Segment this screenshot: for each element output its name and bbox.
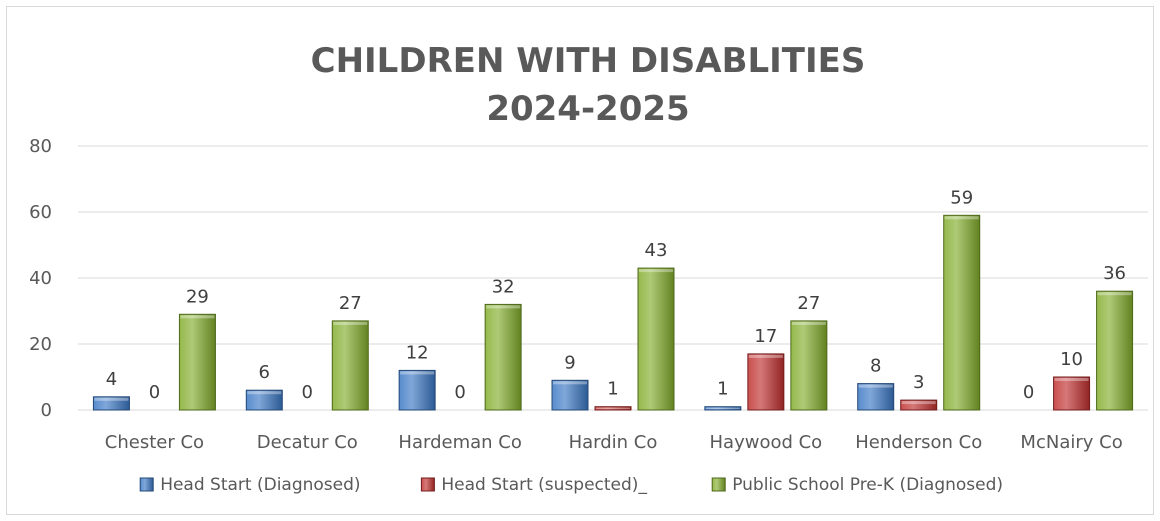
data-label: 9 — [564, 352, 575, 373]
legend-swatch — [139, 477, 154, 492]
bar-highlight — [486, 305, 521, 309]
bar — [747, 353, 785, 411]
data-label: 8 — [870, 356, 881, 377]
bar-highlight — [748, 354, 783, 358]
y-tick-label: 60 — [29, 202, 52, 223]
x-tick-label: Decatur Co — [257, 432, 358, 453]
data-label: 0 — [1023, 382, 1034, 403]
data-label: 0 — [302, 382, 313, 403]
y-tick-label: 0 — [41, 400, 52, 421]
legend-label: Head Start (suspected)_ — [441, 475, 647, 495]
data-label: 6 — [259, 362, 270, 383]
legend-swatch — [420, 477, 435, 492]
data-label: 1 — [607, 379, 618, 400]
x-tick-label: Hardin Co — [569, 432, 658, 453]
bar-highlight — [596, 407, 630, 409]
bar-highlight — [333, 321, 368, 325]
bar — [92, 396, 130, 411]
data-label: 1 — [717, 379, 728, 400]
bar-highlight — [944, 216, 979, 220]
bars — [92, 214, 1134, 411]
bar — [857, 383, 895, 411]
bar — [790, 320, 828, 411]
bar — [178, 313, 216, 411]
x-tick-label: Chester Co — [105, 432, 204, 453]
bar-highlight — [858, 384, 893, 388]
x-axis-ticks: Chester Co Decatur Co Hardeman Co Hardin Co… — [105, 432, 1123, 453]
data-label: 27 — [797, 293, 820, 314]
data-label: 12 — [406, 342, 429, 363]
y-axis-ticks: 0 20 40 60 80 — [29, 136, 52, 421]
legend-label: Public School Pre-K (Diagnosed) — [732, 475, 1003, 495]
bar — [245, 389, 283, 411]
bar — [637, 267, 675, 411]
bar-highlight — [639, 269, 673, 273]
bar — [594, 406, 632, 411]
bar-highlight — [705, 407, 740, 409]
data-label: 3 — [913, 372, 924, 393]
data-labels: 4 0 29 6 0 27 12 0 32 9 1 43 1 17 27 8 3 59 0 10 36 — [106, 187, 1126, 403]
chart-title-line-1: CHILDREN WITH DISABLITIES — [311, 41, 866, 81]
legend-swatch — [711, 477, 726, 492]
data-label: 17 — [754, 326, 777, 347]
bar-highlight — [1054, 378, 1089, 381]
bar-highlight — [247, 391, 282, 395]
chart-title-line-2: 2024-2025 — [486, 89, 689, 129]
x-tick-label: Haywood Co — [710, 432, 823, 453]
bar-highlight — [901, 401, 936, 405]
bar — [900, 399, 938, 411]
data-label: 0 — [454, 382, 465, 403]
data-label: 4 — [106, 369, 117, 390]
bar-highlight — [553, 381, 587, 385]
bar — [704, 406, 742, 411]
data-label: 32 — [492, 276, 515, 297]
bar-highlight — [791, 321, 826, 325]
data-label: 43 — [645, 240, 668, 261]
data-label: 36 — [1103, 263, 1126, 284]
bar — [1053, 376, 1091, 411]
data-label: 0 — [149, 382, 160, 403]
bar-highlight — [94, 397, 129, 401]
data-label: 29 — [186, 286, 209, 307]
bar — [943, 214, 981, 411]
bar-highlight — [1097, 292, 1132, 296]
data-label: 27 — [339, 293, 362, 314]
legend-label: Head Start (Diagnosed) — [160, 475, 360, 495]
legend: Head Start (Diagnosed) Head Start (suspec… — [139, 475, 1003, 495]
bar — [1096, 290, 1134, 411]
data-label: 10 — [1060, 349, 1083, 370]
y-tick-label: 20 — [29, 334, 52, 355]
bar — [551, 379, 589, 411]
data-label: 59 — [950, 187, 973, 208]
x-tick-label: Hardeman Co — [398, 432, 521, 453]
bar — [331, 320, 369, 411]
bar — [484, 303, 522, 411]
bar-highlight — [400, 371, 435, 375]
x-tick-label: Henderson Co — [855, 432, 982, 453]
bar — [398, 369, 436, 411]
y-tick-label: 40 — [29, 268, 52, 289]
x-tick-label: McNairy Co — [1020, 432, 1122, 453]
gridlines — [78, 145, 1148, 411]
bar-highlight — [180, 315, 215, 319]
y-tick-label: 80 — [29, 136, 52, 157]
